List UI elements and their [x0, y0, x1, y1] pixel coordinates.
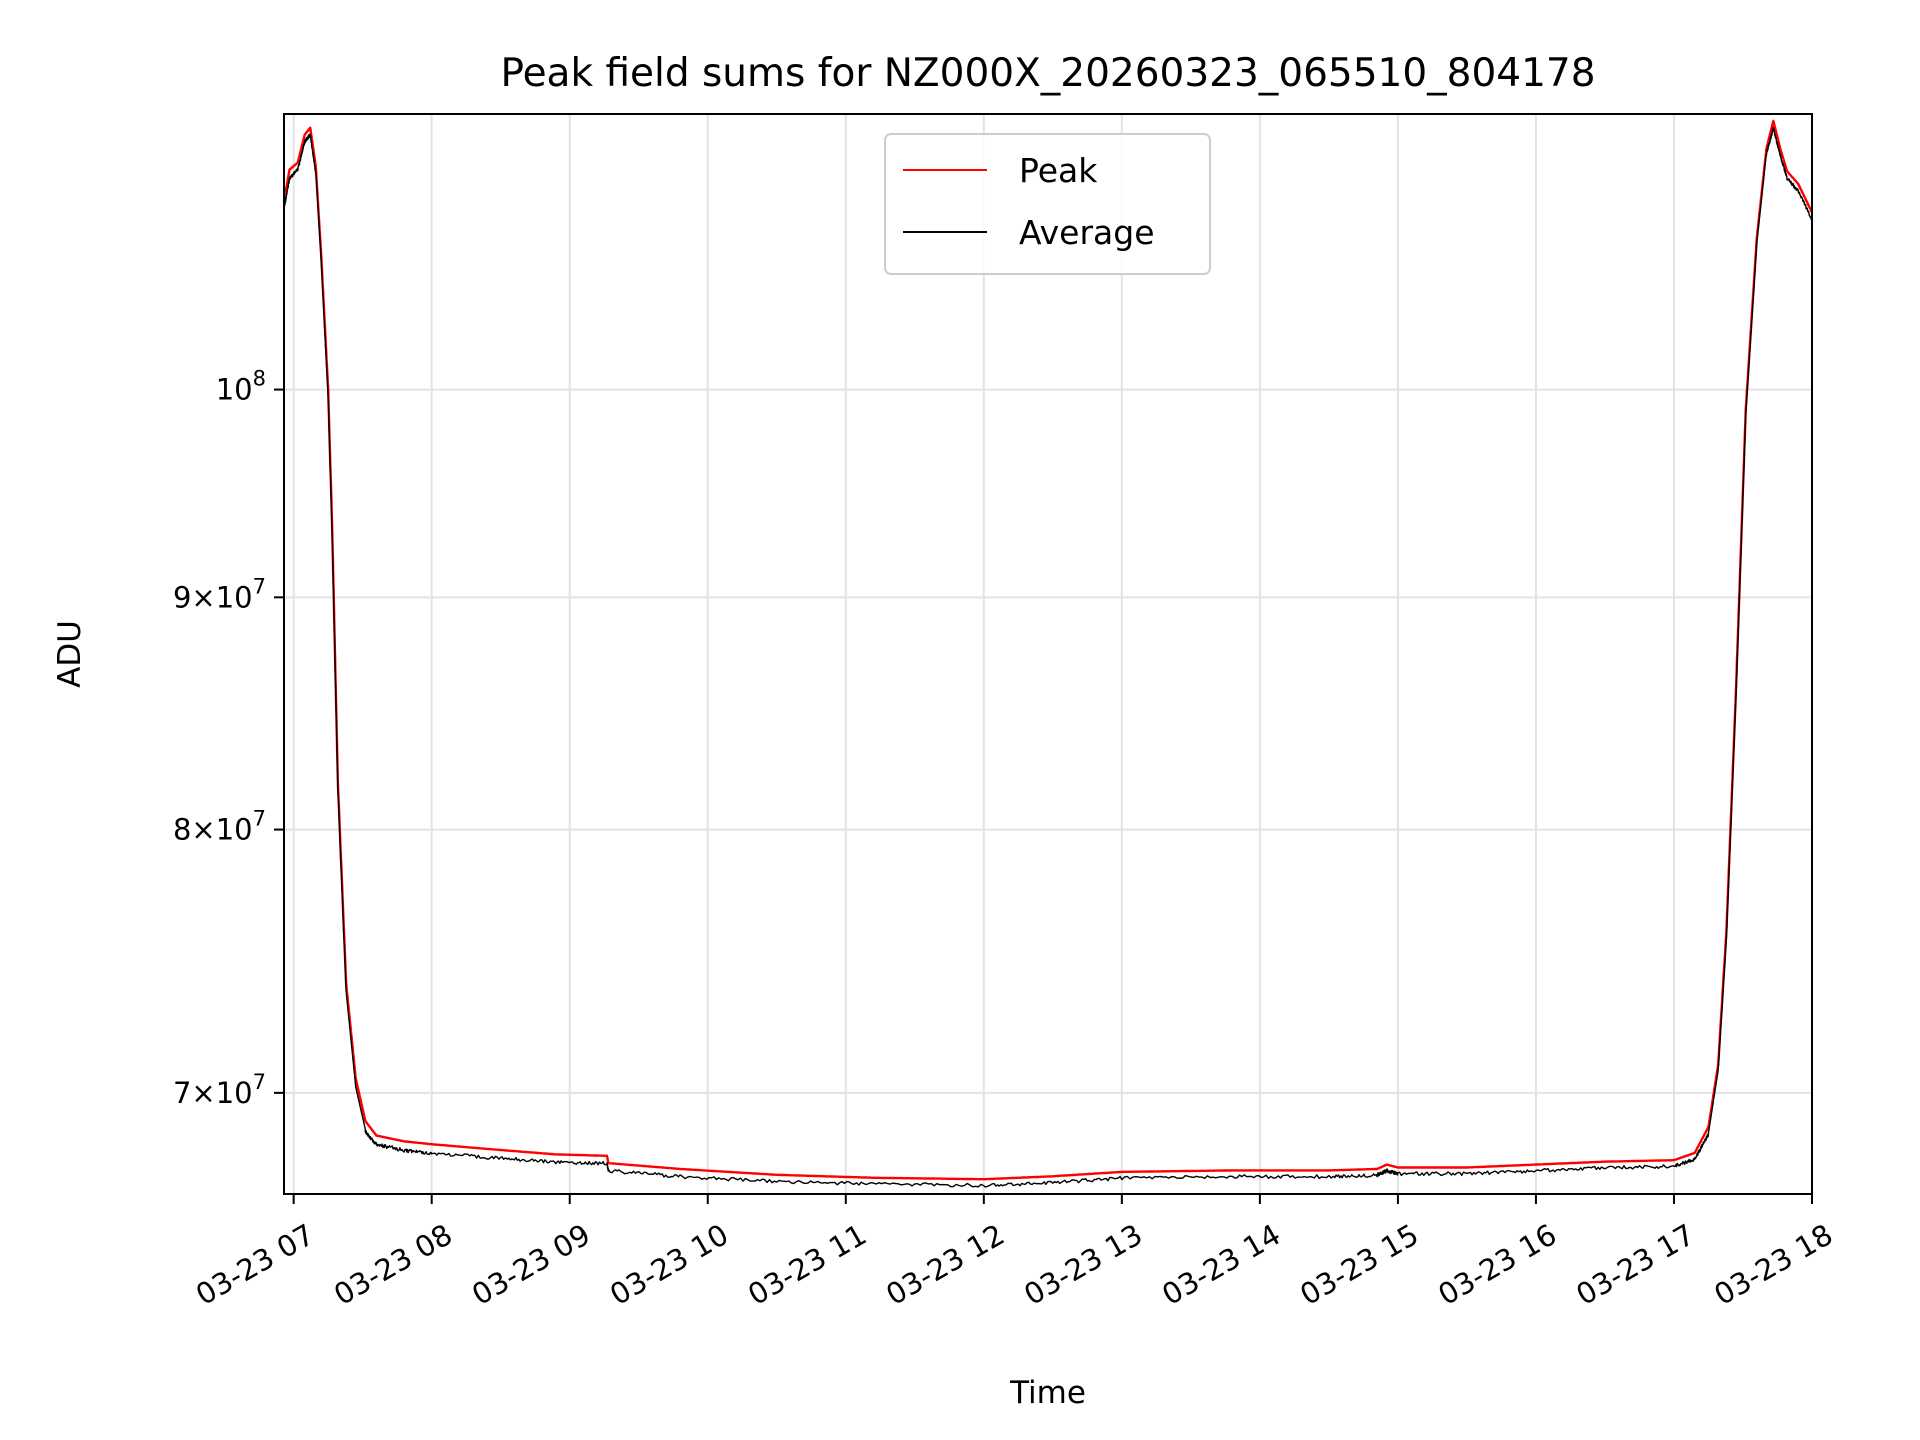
- grid: [284, 114, 1813, 1194]
- y-tick-label: 8×107: [173, 807, 266, 847]
- chart-title: Peak field sums for NZ000X_20260323_0655…: [500, 51, 1595, 96]
- legend: Peak Average: [884, 133, 1211, 275]
- y-tick-label: 7×107: [173, 1070, 266, 1110]
- plot-area-background: [284, 114, 1812, 1194]
- x-axis-label: Time: [1009, 1375, 1086, 1411]
- legend-label-average: Average: [1019, 213, 1155, 252]
- legend-label-peak: Peak: [1019, 151, 1098, 190]
- y-tick-label: 108: [216, 367, 266, 407]
- y-tick-base: 10: [216, 813, 253, 847]
- y-axis-label: ADU: [52, 620, 88, 688]
- y-tick-base: 10: [216, 373, 253, 407]
- y-tick-mantissa: 8×: [173, 813, 216, 847]
- y-tick-exponent: 7: [253, 1070, 266, 1094]
- y-tick-exponent: 8: [253, 367, 266, 391]
- y-tick-base: 10: [216, 1076, 253, 1110]
- y-tick-base: 10: [216, 580, 253, 614]
- y-tick-exponent: 7: [253, 574, 266, 598]
- plot-frame: [283, 113, 1813, 1195]
- y-tick-mantissa: 7×: [173, 1076, 216, 1110]
- series-line-average: [283, 126, 1813, 1188]
- y-tick-mantissa: 9×: [173, 580, 216, 614]
- y-tick-label: 9×107: [173, 574, 266, 614]
- series-layer: [282, 119, 1814, 1188]
- y-tick-exponent: 7: [253, 807, 266, 831]
